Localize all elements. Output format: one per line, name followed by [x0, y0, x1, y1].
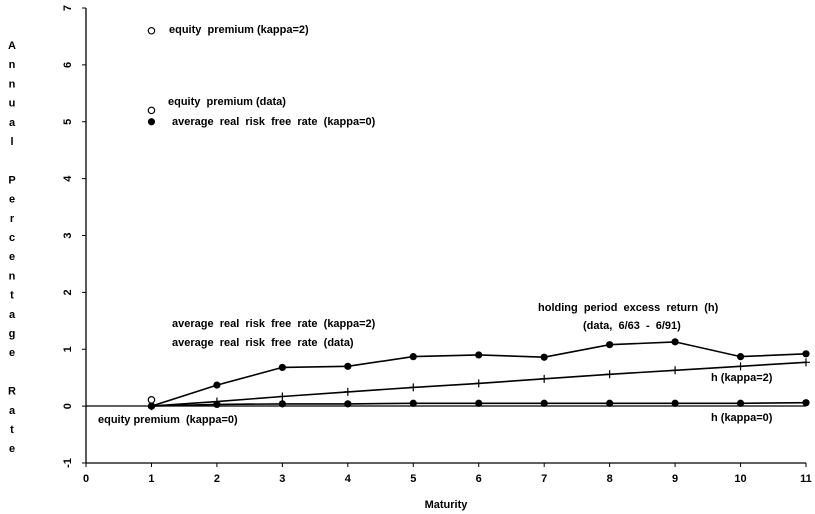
y-label-letter: c [9, 232, 15, 244]
y-label-letter: t [10, 424, 14, 436]
series-point-0 [606, 341, 614, 349]
series-group [147, 338, 810, 411]
x-tick-label: 8 [607, 473, 613, 485]
series-point-2 [736, 399, 745, 407]
annotation-holding-period-line1: holding period excess return (h) [538, 302, 719, 314]
annotation-h-kappa0: h (kappa=0) [711, 412, 773, 424]
series-point-0 [736, 353, 745, 361]
series-point-1 [474, 379, 483, 388]
x-tick-label: 5 [410, 473, 416, 485]
x-axis-label: Maturity [425, 499, 469, 511]
y-label-letter: u [9, 98, 16, 110]
series-point-2 [344, 400, 352, 408]
x-tick-label: 0 [83, 473, 89, 485]
annotation-equity-premium-kappa2: equity premium (kappa=2) [169, 24, 309, 36]
series-point-2 [671, 399, 679, 407]
series-point-0 [540, 353, 548, 361]
annotation-rf-kappa2: average real risk free rate (kappa=2) [172, 318, 376, 330]
point-3 [147, 396, 156, 404]
y-label-letter: a [9, 117, 16, 129]
series-point-2 [802, 399, 810, 407]
series-point-0 [475, 351, 483, 359]
annotation-holding-period-line2: (data, 6/63 - 6/91) [583, 320, 681, 332]
y-label-letter: A [8, 40, 16, 52]
series-point-1 [409, 383, 418, 392]
series-point-1 [540, 374, 549, 383]
series-point-1 [278, 392, 287, 401]
y-tick-label: 7 [62, 5, 74, 11]
series-point-1 [802, 358, 810, 367]
series-point-1 [605, 370, 614, 379]
annotation-equity-premium-data: equity premium (data) [168, 96, 286, 108]
x-tick-label: 6 [476, 473, 482, 485]
series-point-0 [671, 338, 679, 346]
y-label-letter: g [9, 328, 16, 340]
points-group [147, 26, 156, 410]
series-point-2 [475, 399, 483, 407]
x-tick-label: 3 [279, 473, 285, 485]
series-point-2 [606, 399, 614, 407]
series-point-2 [278, 400, 286, 408]
series-point-0 [409, 353, 417, 361]
y-tick-label: 4 [62, 175, 74, 182]
point-2 [147, 118, 156, 126]
y-tick-label: 2 [62, 289, 74, 295]
annotation-rf-data: average real risk free rate (data) [172, 337, 354, 349]
annotation-h-kappa2: h (kappa=2) [711, 372, 773, 384]
x-tick-label: 1 [148, 473, 154, 485]
series-point-0 [213, 381, 221, 389]
y-tick-label: 1 [62, 346, 74, 352]
x-tick-label: 10 [734, 473, 746, 485]
series-point-2 [540, 399, 548, 407]
y-label-letter: n [9, 59, 16, 71]
y-tick-label: 6 [62, 62, 74, 68]
series-point-0 [278, 363, 286, 372]
annotation-equity-premium-kappa0: equity premium (kappa=0) [98, 414, 238, 426]
y-tick-label: 0 [62, 403, 74, 409]
annotation-rf-kappa0: average real risk free rate (kappa=0) [172, 116, 376, 128]
series-point-0 [802, 350, 810, 358]
y-label-letter: t [10, 290, 14, 302]
y-label-letter: e [9, 194, 15, 206]
y-label-letter: e [9, 251, 15, 263]
x-tick-label: 2 [214, 473, 220, 485]
y-label-letter: e [9, 443, 15, 455]
series-point-1 [343, 387, 352, 396]
y-label-letter: e [9, 347, 15, 359]
y-label-letter: n [9, 78, 16, 90]
point-1 [147, 106, 156, 115]
y-label-letter: R [8, 386, 16, 398]
series-point-0 [344, 362, 352, 370]
y-label-letter: n [9, 270, 16, 282]
y-tick-label: 3 [62, 232, 74, 238]
point-5 [147, 402, 156, 410]
y-label-letter: a [9, 309, 16, 321]
x-tick-label: 7 [541, 473, 547, 485]
y-label-letter: l [10, 136, 13, 148]
x-tick-label: 9 [672, 473, 678, 485]
series-point-1 [736, 362, 745, 371]
point-0 [147, 26, 156, 35]
y-label-letter: a [9, 405, 16, 417]
x-tick-label: 4 [345, 473, 352, 485]
x-tick-label: 11 [800, 473, 812, 485]
series-point-1 [671, 366, 680, 375]
series-point-2 [409, 399, 417, 407]
series-point-2 [213, 400, 221, 409]
ticks: 0 1 2 3 4 5 6 7 8 9 10 11 -1 0 1 2 3 4 5 6 7 [62, 5, 812, 485]
y-label-letter: r [10, 213, 15, 225]
y-tick-label: 5 [62, 119, 74, 125]
y-label-letter: P [8, 174, 15, 186]
y-tick-label: -1 [62, 458, 74, 468]
